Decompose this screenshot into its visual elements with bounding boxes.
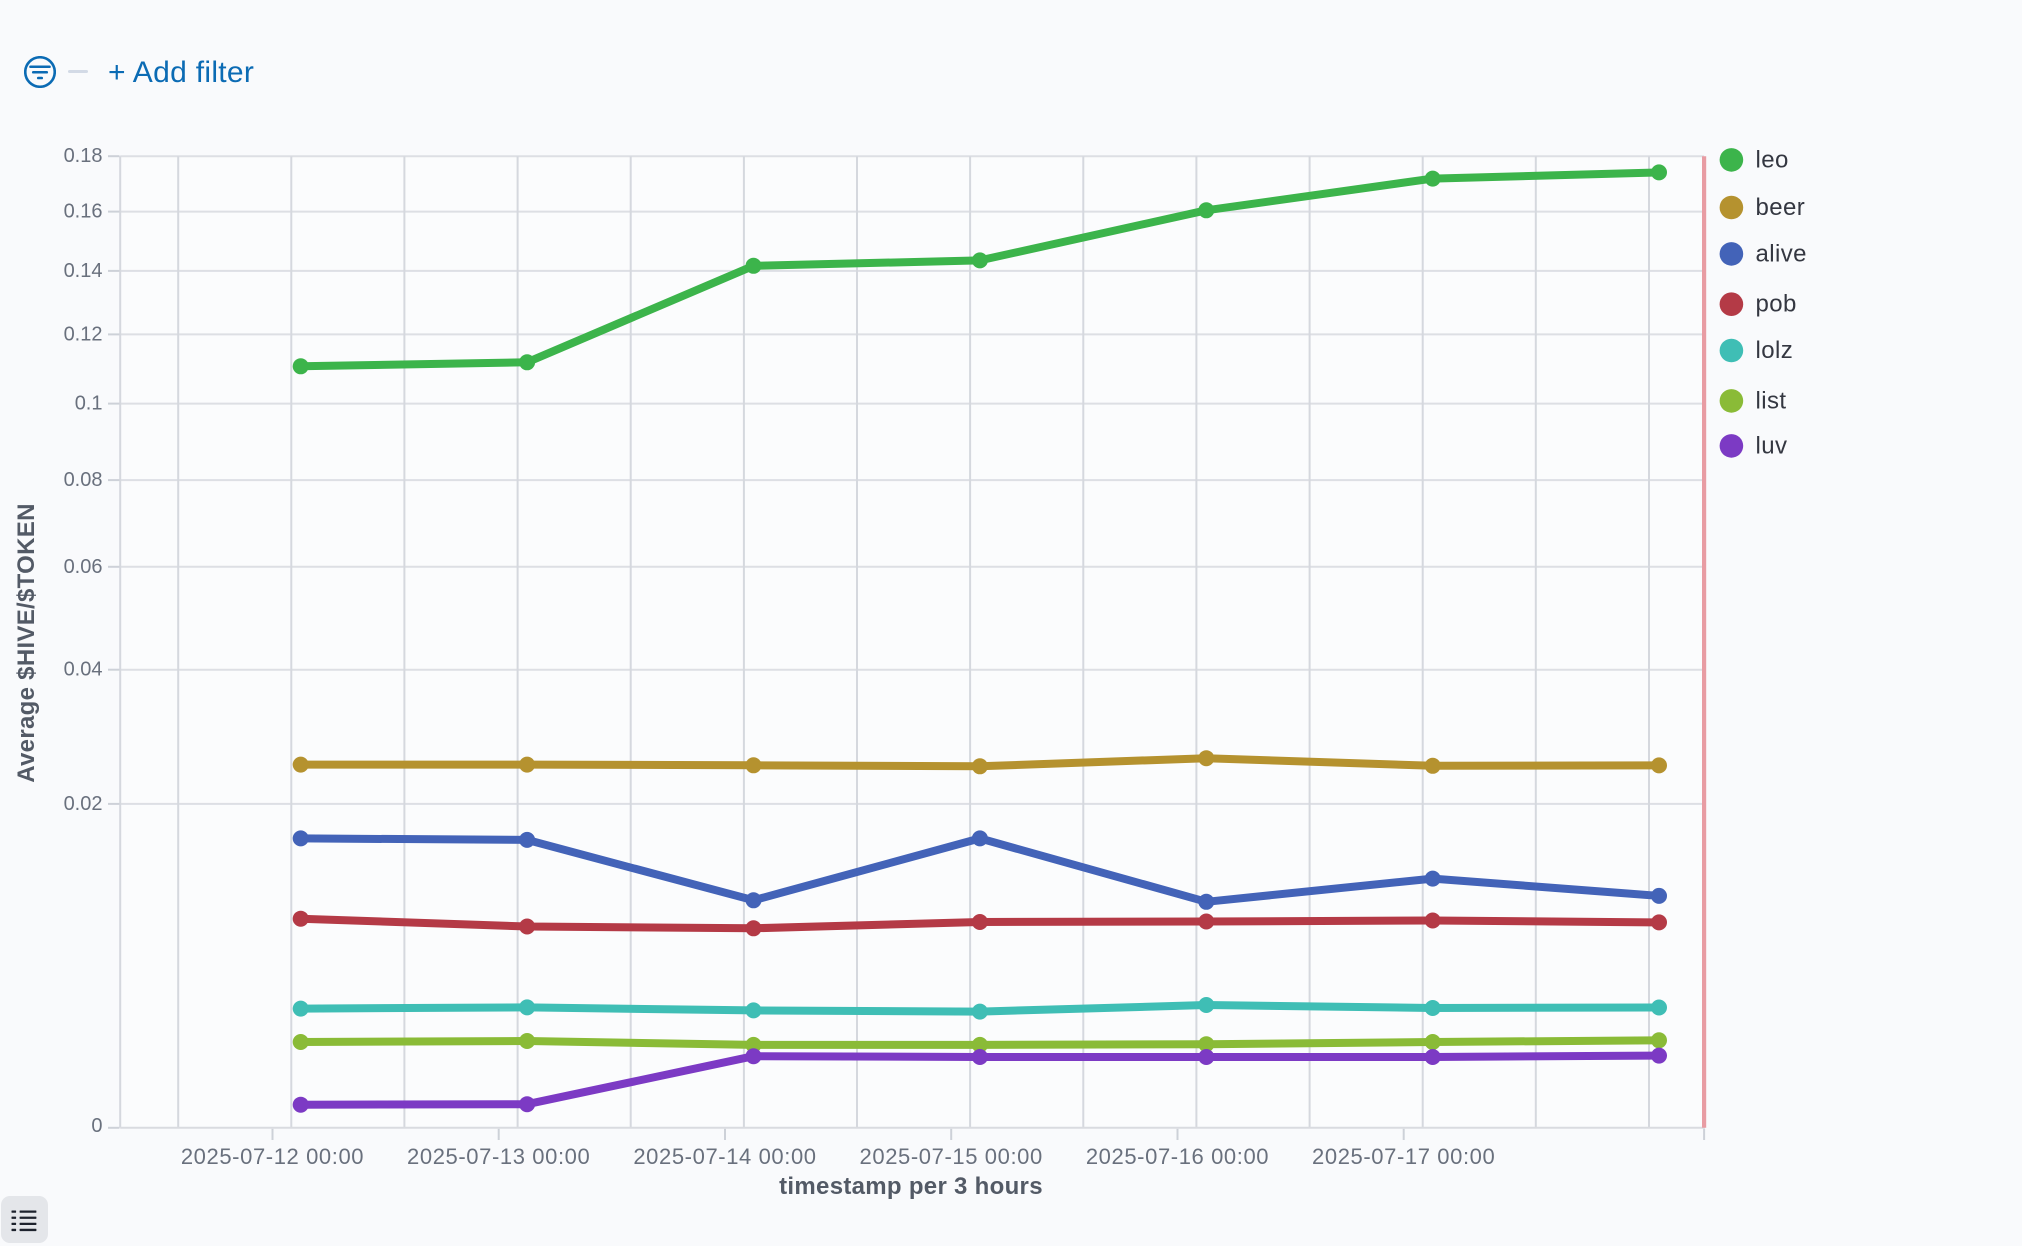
svg-text:2025-07-12 00:00: 2025-07-12 00:00	[181, 1144, 364, 1169]
svg-text:0: 0	[91, 1115, 102, 1137]
svg-text:alive: alive	[1756, 240, 1807, 267]
svg-text:leo: leo	[1756, 146, 1789, 173]
svg-text:0.02: 0.02	[64, 793, 103, 815]
svg-text:lolz: lolz	[1756, 337, 1794, 364]
svg-text:2025-07-15 00:00: 2025-07-15 00:00	[860, 1144, 1043, 1169]
svg-text:timestamp per 3 hours: timestamp per 3 hours	[779, 1173, 1043, 1200]
svg-text:0.04: 0.04	[64, 659, 103, 681]
svg-text:Average $HIVE/$TOKEN: Average $HIVE/$TOKEN	[13, 503, 40, 782]
svg-text:2025-07-16 00:00: 2025-07-16 00:00	[1086, 1144, 1269, 1169]
svg-text:beer: beer	[1756, 194, 1806, 221]
svg-text:2025-07-14 00:00: 2025-07-14 00:00	[633, 1144, 816, 1169]
svg-text:0.06: 0.06	[64, 556, 103, 578]
svg-text:list: list	[1756, 387, 1787, 414]
svg-text:pob: pob	[1756, 291, 1797, 318]
svg-text:2025-07-17 00:00: 2025-07-17 00:00	[1312, 1144, 1495, 1169]
svg-text:2025-07-13 00:00: 2025-07-13 00:00	[407, 1144, 590, 1169]
svg-text:0.18: 0.18	[64, 145, 103, 167]
svg-text:0.14: 0.14	[64, 260, 103, 282]
svg-text:0.1: 0.1	[75, 393, 103, 415]
svg-text:0.12: 0.12	[64, 323, 103, 345]
svg-text:0.16: 0.16	[64, 201, 103, 223]
svg-text:0.08: 0.08	[64, 469, 103, 491]
svg-text:luv: luv	[1756, 432, 1788, 459]
